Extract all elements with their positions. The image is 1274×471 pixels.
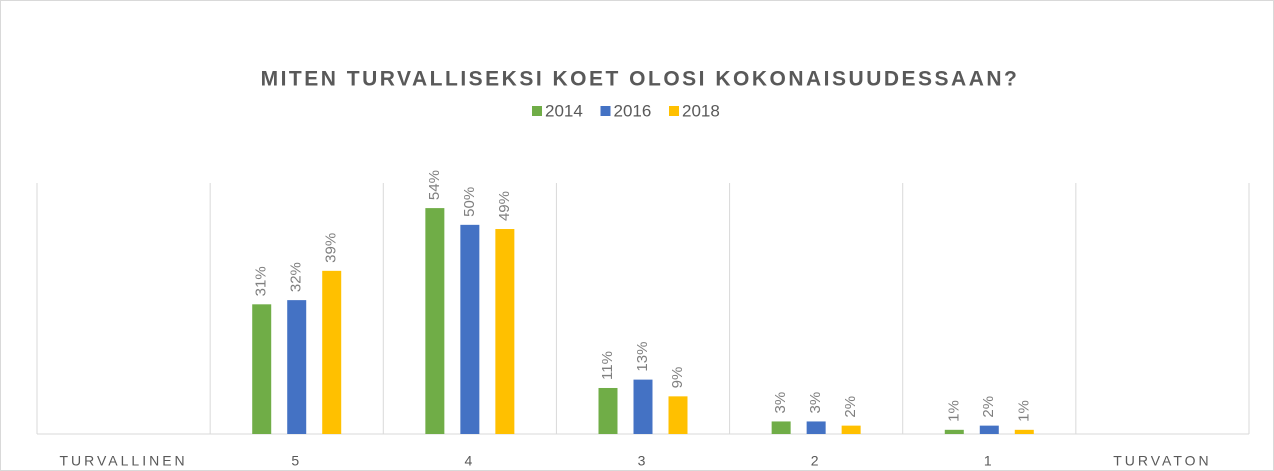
legend-swatch: [600, 106, 611, 116]
chart-title: MITEN TURVALLISEKSI KOET OLOSI KOKONAISU…: [261, 68, 1020, 91]
data-label: 13%: [634, 342, 651, 372]
data-label: 1%: [1015, 400, 1032, 422]
legend-label: 2016: [614, 101, 652, 120]
bar: [495, 229, 515, 434]
bar: [598, 387, 618, 434]
data-label: 54%: [426, 170, 443, 200]
bar: [944, 429, 964, 434]
x-tick-label: TURVALLINEN: [59, 453, 187, 469]
data-label: 2%: [842, 396, 859, 418]
bar: [668, 396, 688, 434]
data-label: 50%: [461, 187, 478, 217]
x-tick-label: 1: [984, 453, 995, 469]
bar: [979, 425, 999, 434]
data-label: 3%: [807, 392, 824, 414]
x-tick-label: TURVATON: [1113, 453, 1211, 469]
data-label: 32%: [288, 262, 305, 292]
legend-label: 2014: [545, 101, 583, 120]
bar: [633, 379, 653, 434]
bar: [322, 270, 342, 434]
data-label: 49%: [496, 191, 513, 221]
x-tick-label: 3: [638, 453, 649, 469]
data-label: 3%: [772, 392, 789, 414]
legend-swatch: [669, 106, 679, 116]
data-label: 2%: [980, 396, 997, 418]
x-tick-label: 5: [291, 453, 302, 469]
bar: [1014, 429, 1034, 434]
bar: [425, 208, 445, 434]
data-label: 9%: [669, 367, 686, 389]
bar: [252, 304, 272, 434]
data-label: 31%: [253, 266, 270, 296]
bar: [841, 425, 861, 434]
x-tick-label: 2: [811, 453, 822, 469]
bar: [806, 421, 826, 434]
legend-swatch: [532, 106, 542, 116]
bar: [287, 300, 307, 434]
data-label: 11%: [599, 351, 616, 380]
data-label: 1%: [945, 400, 962, 422]
x-tick-label: 4: [464, 453, 475, 469]
legend-label: 2018: [682, 101, 720, 120]
bar: [460, 224, 480, 434]
bar: [771, 421, 791, 434]
data-label: 39%: [323, 233, 340, 263]
